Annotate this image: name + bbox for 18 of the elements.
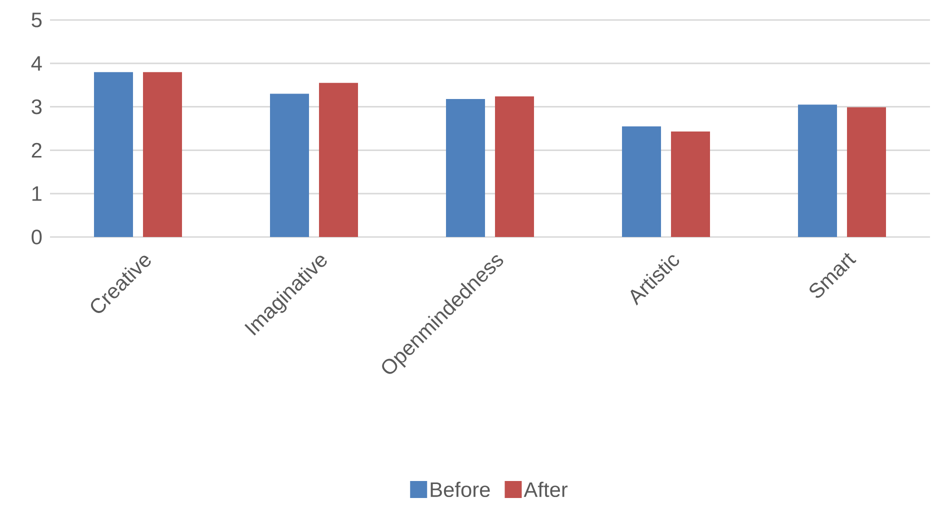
y-tick-label: 5 [32,12,42,28]
bar [143,72,182,237]
bar [671,132,710,237]
bar [798,104,838,237]
y-tick-label: 3 [32,99,42,114]
y-tick-label: 1 [32,186,42,201]
bar [270,94,309,237]
bar [446,98,486,237]
y-tick-label: 0 [32,230,42,244]
bar [847,107,886,237]
bar [495,96,534,237]
bar [319,82,358,237]
bar [622,126,662,237]
legend-label: After [524,482,568,498]
legend-label: Before [430,482,490,498]
y-tick-label: 2 [32,142,42,158]
y-tick-label: 4 [31,56,42,71]
bar [94,72,133,237]
